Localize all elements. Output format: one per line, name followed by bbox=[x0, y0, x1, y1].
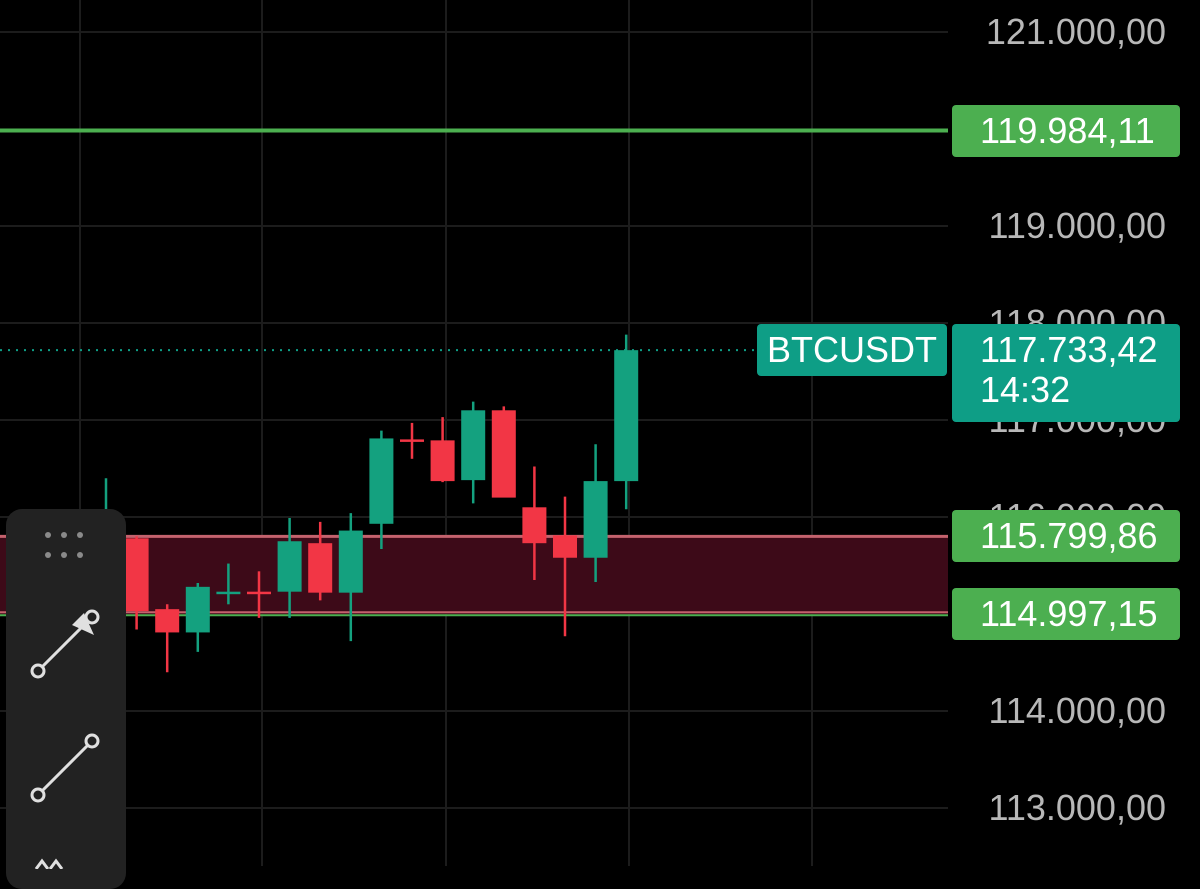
candle-body bbox=[430, 440, 455, 482]
candle-body bbox=[583, 481, 608, 558]
candle bbox=[124, 536, 149, 630]
candle bbox=[277, 517, 302, 618]
candle-body bbox=[308, 543, 333, 593]
symbol-tag: BTCUSDT bbox=[757, 324, 947, 376]
level-price-badge[interactable]: 119.984,11 bbox=[952, 104, 1180, 157]
level-lines bbox=[0, 128, 948, 352]
current-price-badge: 117.733,42 14:32 bbox=[952, 324, 1180, 422]
candle-body bbox=[338, 530, 363, 593]
zone-bottom-price-badge[interactable]: 114.997,15 bbox=[952, 588, 1180, 641]
candle bbox=[430, 417, 455, 483]
candle-body bbox=[155, 609, 180, 633]
candle-body bbox=[124, 538, 149, 612]
trend-line-tool-icon[interactable] bbox=[28, 733, 114, 819]
candle bbox=[338, 513, 363, 642]
price-axis-label: 114.000,00 bbox=[988, 690, 1166, 731]
support-zone-fill bbox=[0, 536, 948, 615]
candle-body bbox=[522, 507, 547, 544]
price-axis-label: 113.000,00 bbox=[988, 787, 1166, 828]
arrow-tool-icon[interactable] bbox=[28, 605, 114, 691]
candle-body bbox=[491, 410, 516, 498]
candle bbox=[400, 422, 424, 459]
candle-body bbox=[247, 591, 271, 595]
candle-countdown: 14:32 bbox=[980, 369, 1071, 410]
more-tools-icon[interactable] bbox=[28, 849, 114, 869]
candle bbox=[491, 406, 516, 498]
candle bbox=[216, 563, 241, 605]
candle bbox=[247, 571, 271, 618]
candle-body bbox=[400, 439, 424, 442]
zone-top-price-badge[interactable]: 115.799,86 bbox=[952, 510, 1180, 563]
support-zone bbox=[0, 534, 948, 617]
candle bbox=[583, 444, 608, 582]
candlesticks bbox=[94, 334, 639, 673]
drag-handle-icon[interactable] bbox=[44, 529, 88, 563]
candle bbox=[308, 521, 333, 601]
candle bbox=[461, 401, 486, 504]
candle-body bbox=[614, 350, 639, 482]
candle-body bbox=[461, 410, 486, 481]
candle bbox=[522, 466, 547, 581]
price-axis-label: 119.000,00 bbox=[988, 205, 1166, 246]
candle-body bbox=[369, 438, 394, 524]
drawing-toolbar[interactable] bbox=[6, 509, 126, 889]
current-price: 117.733,42 bbox=[980, 329, 1158, 370]
candle bbox=[185, 582, 210, 652]
candle bbox=[155, 604, 180, 673]
candle-body bbox=[216, 591, 241, 595]
candle-body bbox=[185, 586, 210, 633]
candle bbox=[614, 334, 639, 510]
candle-body bbox=[553, 535, 577, 558]
candle bbox=[369, 430, 394, 550]
candle-body bbox=[277, 541, 302, 592]
price-axis-label: 121.000,00 bbox=[985, 11, 1166, 52]
candle bbox=[553, 496, 577, 637]
